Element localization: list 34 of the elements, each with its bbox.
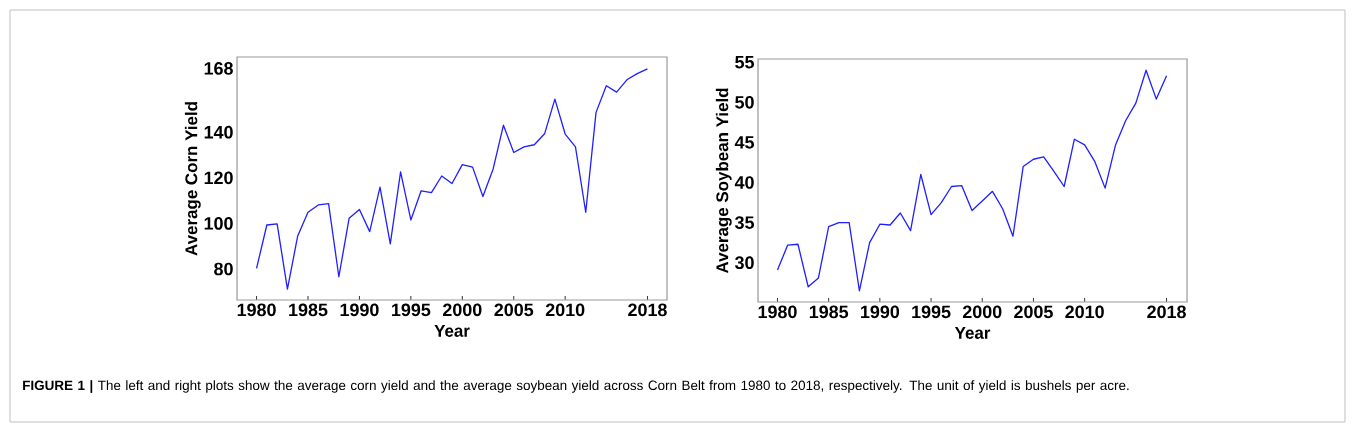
x-tick-label: 2000 bbox=[442, 303, 482, 317]
y-tick-label: 55 bbox=[735, 55, 755, 69]
y-tick-label: 100 bbox=[204, 217, 233, 230]
text: FIGURE 1 | The left and right plots show the average corn yield and the average soybean yield across Corn Belt from 1980 to 2018, respectively. The unit of yield is bushels per acre. bbox=[23, 380, 1129, 393]
x-tick-label: 2018 bbox=[628, 303, 667, 317]
x-tick-label: 2018 bbox=[1147, 305, 1186, 319]
x-tick-label: 1990 bbox=[861, 305, 900, 319]
x-tick-label: 1995 bbox=[392, 303, 431, 317]
x-tick-label: 1995 bbox=[912, 305, 951, 319]
x-tick-label: 1990 bbox=[340, 303, 379, 317]
x-tick-label: 2010 bbox=[545, 303, 585, 317]
line-series bbox=[255, 68, 649, 290]
x-tick-label: 1980 bbox=[758, 305, 797, 319]
y-tick-label: 80 bbox=[214, 262, 233, 276]
y-tick-label: 168 bbox=[204, 62, 233, 75]
y-tick-label: 40 bbox=[734, 176, 754, 189]
y-axis-title: Average Soybean Yield bbox=[715, 88, 732, 274]
x-tick-label: 1985 bbox=[809, 305, 849, 319]
y-tick-label: 120 bbox=[204, 171, 233, 185]
x-tick-label: 1980 bbox=[237, 303, 276, 317]
y-tick-label: 140 bbox=[204, 125, 233, 139]
y-axis-title: Average Corn Yield bbox=[184, 102, 201, 256]
x-tick-label: 1985 bbox=[289, 303, 328, 317]
y-tick-label: 30 bbox=[734, 256, 754, 270]
x-tick-label: 2005 bbox=[494, 303, 534, 317]
y-tick-label: 45 bbox=[734, 136, 755, 149]
y-tick-label: 50 bbox=[735, 95, 754, 109]
x-tick-label: 2000 bbox=[962, 305, 1002, 319]
x-tick-label: 2010 bbox=[1065, 305, 1104, 319]
x-axis-title: Year bbox=[954, 327, 991, 339]
x-tick-label: 2005 bbox=[1014, 305, 1053, 319]
y-tick-label: 35 bbox=[734, 216, 755, 229]
line-series bbox=[776, 69, 1168, 292]
x-axis-title: Year bbox=[434, 325, 470, 337]
